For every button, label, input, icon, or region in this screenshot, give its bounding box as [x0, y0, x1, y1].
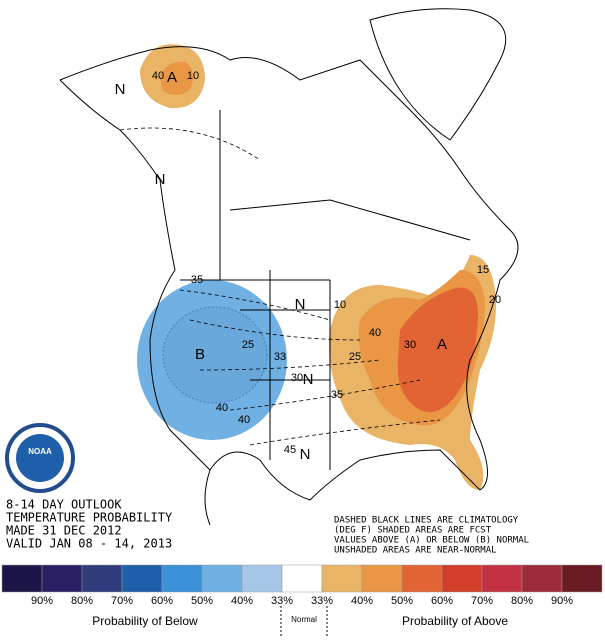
header-line: MADE 31 DEC 2012: [6, 524, 122, 538]
legend-label: 60%: [431, 595, 453, 607]
note-line: UNSHADED AREAS ARE NEAR-NORMAL: [334, 546, 497, 556]
legend-swatch: [441, 564, 483, 593]
legend-label: 50%: [391, 595, 413, 607]
map-label: N: [295, 296, 306, 313]
color-legend: 90% 80% 70% 60% 50% 40% 33% 33% 40% 50% 60% 70% 80% 9…: [1, 564, 603, 607]
map-label: 40: [238, 414, 250, 426]
note-line: (DEG F) SHADED AREAS ARE FCST: [334, 526, 492, 536]
map-label: 45: [284, 444, 296, 456]
legend-label: 40%: [351, 595, 373, 607]
noaa-logo-inner: [16, 434, 64, 482]
map-label: 25: [349, 351, 361, 363]
above-title: Probability of Above: [402, 614, 508, 628]
climatology-lines: [119, 127, 441, 446]
legend-label: 90%: [551, 595, 573, 607]
map-label: 10: [334, 299, 346, 311]
header-line: TEMPERATURE PROBABILITY: [6, 511, 173, 525]
legend-swatch: [1, 564, 43, 593]
legend-swatch: [401, 564, 443, 593]
map-label: 33: [274, 351, 286, 363]
map-label: N: [155, 171, 166, 188]
legend-label: 80%: [71, 595, 93, 607]
legend-label: 90%: [31, 595, 53, 607]
legend-label: 70%: [471, 595, 493, 607]
map-label: B: [195, 346, 205, 363]
map-label: A: [437, 336, 447, 353]
map-label: 10: [187, 70, 199, 82]
map-label: A: [167, 69, 177, 86]
header-line: VALID JAN 08 - 14, 2013: [6, 537, 172, 551]
legend-swatch: [481, 564, 523, 593]
normal-title: Normal: [291, 615, 317, 624]
map-label: N: [115, 81, 126, 98]
map-label: 15: [477, 264, 489, 276]
legend-swatch: [41, 564, 83, 593]
legend-swatch: [361, 564, 403, 593]
header-line: 8-14 DAY OUTLOOK: [6, 498, 122, 512]
legend-swatch: [161, 564, 203, 593]
legend-swatch: [241, 564, 283, 593]
legend-label: 80%: [511, 595, 533, 607]
map-label: 40: [152, 70, 164, 82]
legend-label: 60%: [151, 595, 173, 607]
map-label: 35: [191, 274, 203, 286]
legend-label: 40%: [231, 595, 253, 607]
legend-swatch: [521, 564, 563, 593]
map-label: 40: [216, 402, 228, 414]
legend-swatch: [321, 564, 363, 593]
legend-note: DASHED BLACK LINES ARE CLIMATOLOGY(DEG F…: [334, 516, 529, 556]
map-label: N: [303, 371, 314, 388]
map-label: 25: [242, 339, 254, 351]
legend-swatch: [81, 564, 123, 593]
below-title: Probability of Below: [92, 614, 198, 628]
legend-swatch: [201, 564, 243, 593]
legend-swatch: [281, 564, 323, 593]
legend-label: 33%: [271, 595, 293, 607]
map-label: 40: [369, 327, 381, 339]
legend-swatch: [561, 564, 603, 593]
note-line: DASHED BLACK LINES ARE CLIMATOLOGY: [334, 516, 519, 526]
alaska-above-core: [160, 61, 194, 95]
map-label: 35: [331, 389, 343, 401]
legend-label: 33%: [311, 595, 333, 607]
map-label: 30: [291, 372, 303, 384]
east-above-core: [397, 287, 478, 412]
legend-label: 50%: [191, 595, 213, 607]
map-label: N: [300, 446, 311, 463]
west-below-core: [162, 306, 268, 404]
note-line: VALUES ABOVE (A) OR BELOW (B) NORMAL: [334, 536, 529, 546]
logo-text: NOAA: [28, 447, 52, 456]
map-label: 30: [404, 339, 416, 351]
legend-swatch: [121, 564, 163, 593]
legend-label: 70%: [111, 595, 133, 607]
map-label: 20: [489, 294, 501, 306]
